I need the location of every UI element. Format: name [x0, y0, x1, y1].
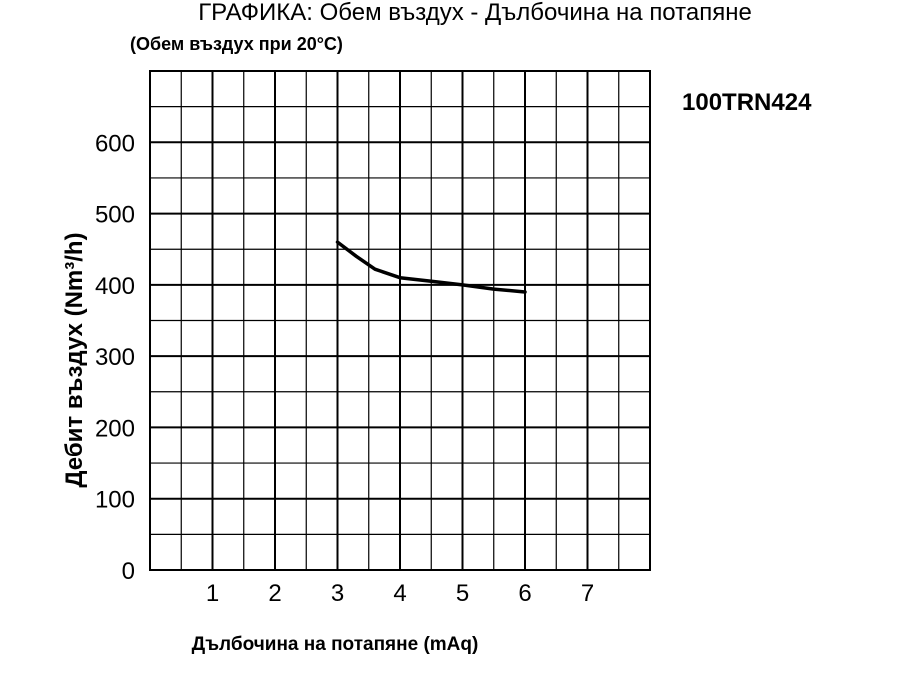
x-tick-label: 3: [331, 580, 344, 607]
y-tick-label: 300: [95, 344, 135, 371]
x-tick-label: 5: [456, 580, 469, 607]
y-axis-label: Дебит въздух (Nm³/h): [61, 232, 88, 487]
x-tick-labels: 1 2 3 4 5 6 7: [206, 580, 594, 607]
y-tick-label: 600: [95, 130, 135, 157]
x-tick-label: 4: [393, 580, 406, 607]
y-tick-label: 500: [95, 202, 135, 229]
chart-subtitle: (Обем въздух при 20°C): [130, 34, 343, 54]
chart-title: ГРАФИКА: Обем въздух - Дълбочина на пота…: [198, 0, 752, 26]
x-tick-label: 1: [206, 580, 219, 607]
y-tick-label: 200: [95, 415, 135, 442]
y-tick-label: 100: [95, 487, 135, 514]
series-line: [335, 240, 527, 294]
x-tick-label: 2: [268, 580, 281, 607]
x-axis-label: Дълбочина на потапяне (mAq): [192, 634, 479, 655]
x-tick-label: 7: [581, 580, 594, 607]
plot-frame: [149, 70, 651, 571]
y-tick-labels: 0 100 200 300 400 500 600: [95, 130, 135, 585]
series-layer: [335, 240, 527, 294]
y-tick-label: 0: [122, 558, 135, 585]
x-tick-label: 6: [518, 580, 531, 607]
y-tick-label: 400: [95, 273, 135, 300]
major-grid: [150, 71, 650, 570]
model-label: 100TRN424: [682, 89, 812, 116]
